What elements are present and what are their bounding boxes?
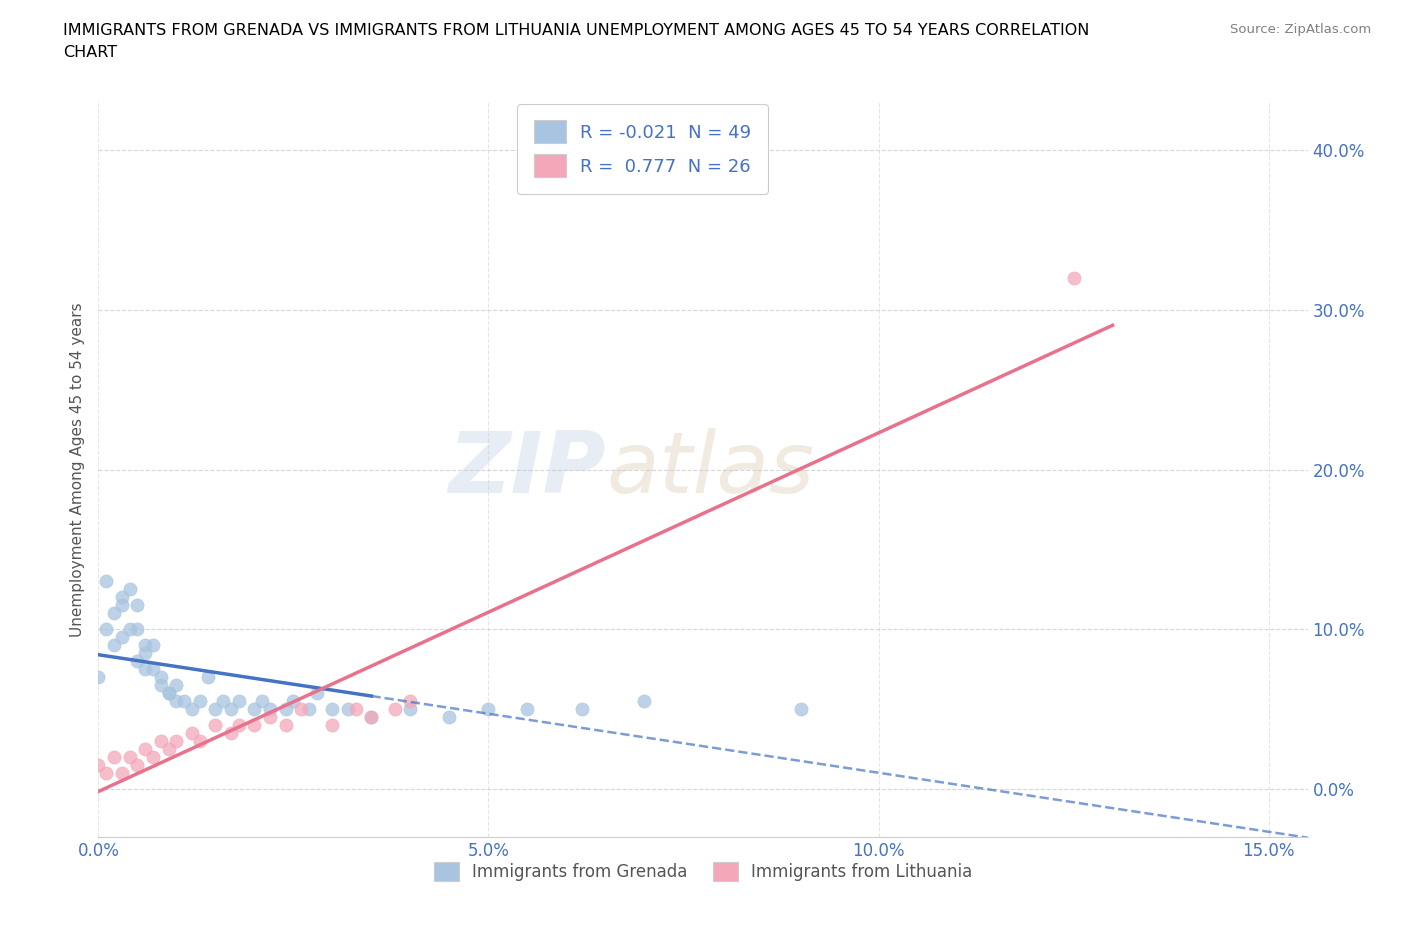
Point <box>384 702 406 717</box>
Point <box>165 734 187 749</box>
Point <box>103 750 125 764</box>
Point <box>243 718 266 733</box>
Point <box>243 702 266 717</box>
Point <box>337 702 360 717</box>
Point <box>477 702 499 717</box>
Point <box>1063 271 1085 286</box>
Y-axis label: Unemployment Among Ages 45 to 54 years: Unemployment Among Ages 45 to 54 years <box>69 302 84 637</box>
Point <box>134 662 156 677</box>
Point <box>111 598 134 613</box>
Point <box>157 685 180 700</box>
Point <box>259 702 281 717</box>
Point <box>157 742 180 757</box>
Point <box>571 702 593 717</box>
Point <box>188 734 211 749</box>
Point <box>344 702 367 717</box>
Point <box>157 685 180 700</box>
Point <box>228 718 250 733</box>
Point <box>252 694 274 709</box>
Point <box>165 678 187 693</box>
Point <box>321 702 343 717</box>
Point <box>127 654 149 669</box>
Point <box>283 694 305 709</box>
Point <box>127 758 149 773</box>
Point <box>188 694 211 709</box>
Point <box>87 670 110 684</box>
Point <box>516 702 538 717</box>
Text: CHART: CHART <box>63 45 117 60</box>
Point <box>134 645 156 660</box>
Point <box>197 670 219 684</box>
Point <box>111 630 134 644</box>
Point <box>149 678 172 693</box>
Point <box>290 702 312 717</box>
Point <box>103 606 125 621</box>
Point <box>181 725 204 740</box>
Point <box>219 702 242 717</box>
Text: ZIP: ZIP <box>449 428 606 512</box>
Point <box>134 742 156 757</box>
Point <box>149 734 172 749</box>
Point <box>439 710 461 724</box>
Point <box>142 638 165 653</box>
Point <box>165 694 187 709</box>
Point <box>274 702 297 717</box>
Point <box>360 710 382 724</box>
Point <box>204 702 226 717</box>
Point <box>173 694 195 709</box>
Point <box>204 718 226 733</box>
Point <box>111 590 134 604</box>
Point <box>259 710 281 724</box>
Point <box>96 765 118 780</box>
Point <box>274 718 297 733</box>
Legend: Immigrants from Grenada, Immigrants from Lithuania: Immigrants from Grenada, Immigrants from… <box>427 855 979 887</box>
Point <box>103 638 125 653</box>
Point <box>134 638 156 653</box>
Point <box>118 750 141 764</box>
Text: Source: ZipAtlas.com: Source: ZipAtlas.com <box>1230 23 1371 36</box>
Point <box>142 662 165 677</box>
Point <box>305 685 328 700</box>
Point <box>633 694 655 709</box>
Point <box>142 750 165 764</box>
Point <box>399 694 422 709</box>
Point <box>118 622 141 637</box>
Point <box>321 718 343 733</box>
Point <box>181 702 204 717</box>
Point <box>127 622 149 637</box>
Point <box>219 725 242 740</box>
Point <box>127 598 149 613</box>
Point <box>789 702 811 717</box>
Point <box>212 694 235 709</box>
Point <box>111 765 134 780</box>
Point <box>87 758 110 773</box>
Point <box>118 582 141 597</box>
Point <box>149 670 172 684</box>
Point <box>228 694 250 709</box>
Text: IMMIGRANTS FROM GRENADA VS IMMIGRANTS FROM LITHUANIA UNEMPLOYMENT AMONG AGES 45 : IMMIGRANTS FROM GRENADA VS IMMIGRANTS FR… <box>63 23 1090 38</box>
Point <box>96 622 118 637</box>
Point <box>298 702 321 717</box>
Point <box>96 574 118 589</box>
Text: atlas: atlas <box>606 428 814 512</box>
Point <box>360 710 382 724</box>
Point <box>399 702 422 717</box>
